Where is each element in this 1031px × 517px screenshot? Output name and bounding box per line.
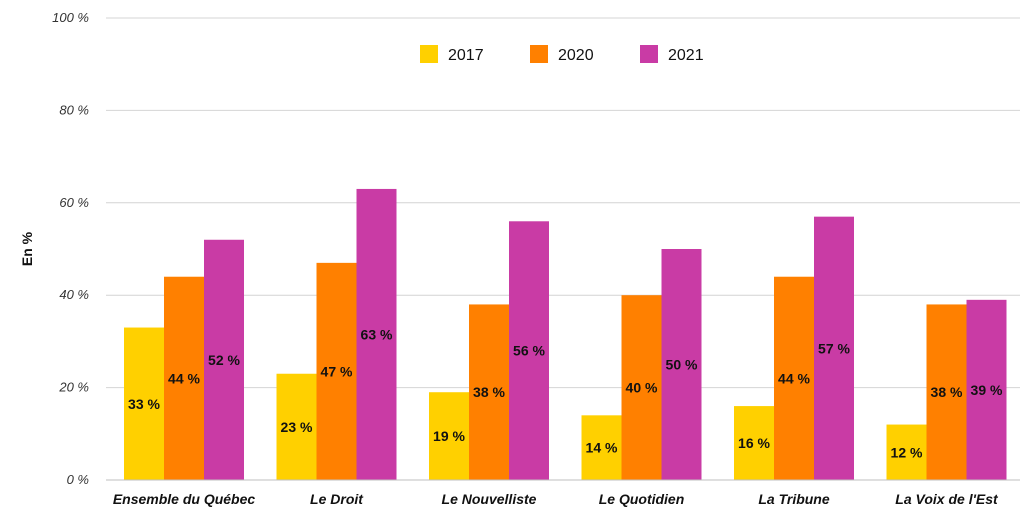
data-label: 14 % [586, 440, 618, 456]
data-label: 19 % [433, 428, 465, 444]
y-tick-label: 40 % [59, 287, 89, 302]
bar-2017 [429, 392, 469, 480]
y-axis-label: En % [19, 231, 35, 266]
data-label: 16 % [738, 435, 770, 451]
bar-2020 [469, 304, 509, 480]
bar-2017 [124, 327, 164, 480]
legend-label: 2021 [668, 47, 704, 64]
legend-swatch-2021 [640, 45, 658, 63]
data-label: 63 % [361, 326, 393, 342]
x-tick-label: Le Nouvelliste [442, 491, 537, 507]
legend-swatch-2020 [530, 45, 548, 63]
y-tick-label: 60 % [59, 195, 89, 210]
bar-2020 [926, 304, 967, 480]
axes: 0 % 20 % 40 % 60 % 80 % 100 % Ensemble du Québ… [52, 10, 1020, 507]
y-tick-label: 100 % [52, 10, 89, 25]
bar-2017 [276, 373, 317, 480]
bar-2021 [966, 299, 1007, 480]
data-labels: 33 % 44 % 52 % 23 % 47 % 63 % 19 % 38 % 56 % 14 %… [128, 326, 1003, 460]
y-tick-label: 80 % [59, 102, 89, 117]
bar-2021 [814, 216, 854, 480]
bar-2020 [164, 276, 204, 480]
data-label: 52 % [208, 352, 240, 368]
x-tick-label: Le Droit [310, 491, 364, 507]
legend-label: 2020 [558, 47, 594, 64]
bar-2021 [356, 188, 397, 480]
legend-swatch-2017 [420, 45, 438, 63]
bar-2020 [774, 276, 814, 480]
data-label: 33 % [128, 396, 160, 412]
data-label: 47 % [321, 363, 353, 379]
legend-label: 2017 [448, 47, 484, 64]
bar-2017 [581, 415, 622, 480]
data-label: 38 % [931, 384, 963, 400]
y-tick-label: 20 % [58, 380, 89, 395]
x-tick-label: La Voix de l'Est [895, 491, 999, 507]
bar-2017 [734, 406, 774, 480]
x-tick-label: Ensemble du Québec [113, 491, 256, 507]
bar-2021 [509, 221, 549, 480]
x-tick-label: Le Quotidien [599, 491, 685, 507]
data-label: 39 % [971, 382, 1003, 398]
data-label: 50 % [666, 357, 698, 373]
data-label: 12 % [891, 444, 923, 460]
y-tick-label: 0 % [67, 472, 89, 487]
bar-2021 [204, 239, 244, 480]
data-label: 56 % [513, 343, 545, 359]
x-tick-label: La Tribune [758, 491, 830, 507]
data-label: 38 % [473, 384, 505, 400]
data-label: 57 % [818, 340, 850, 356]
data-label: 44 % [168, 370, 200, 386]
bars [124, 188, 1007, 480]
bar-2020 [621, 295, 662, 480]
data-label: 23 % [281, 419, 313, 435]
bar-2021 [661, 249, 702, 480]
bar-2020 [316, 262, 357, 480]
data-label: 40 % [626, 380, 658, 396]
data-label: 44 % [778, 370, 810, 386]
legend: 2017 2020 2021 [420, 45, 704, 64]
bar-2017 [886, 424, 927, 480]
